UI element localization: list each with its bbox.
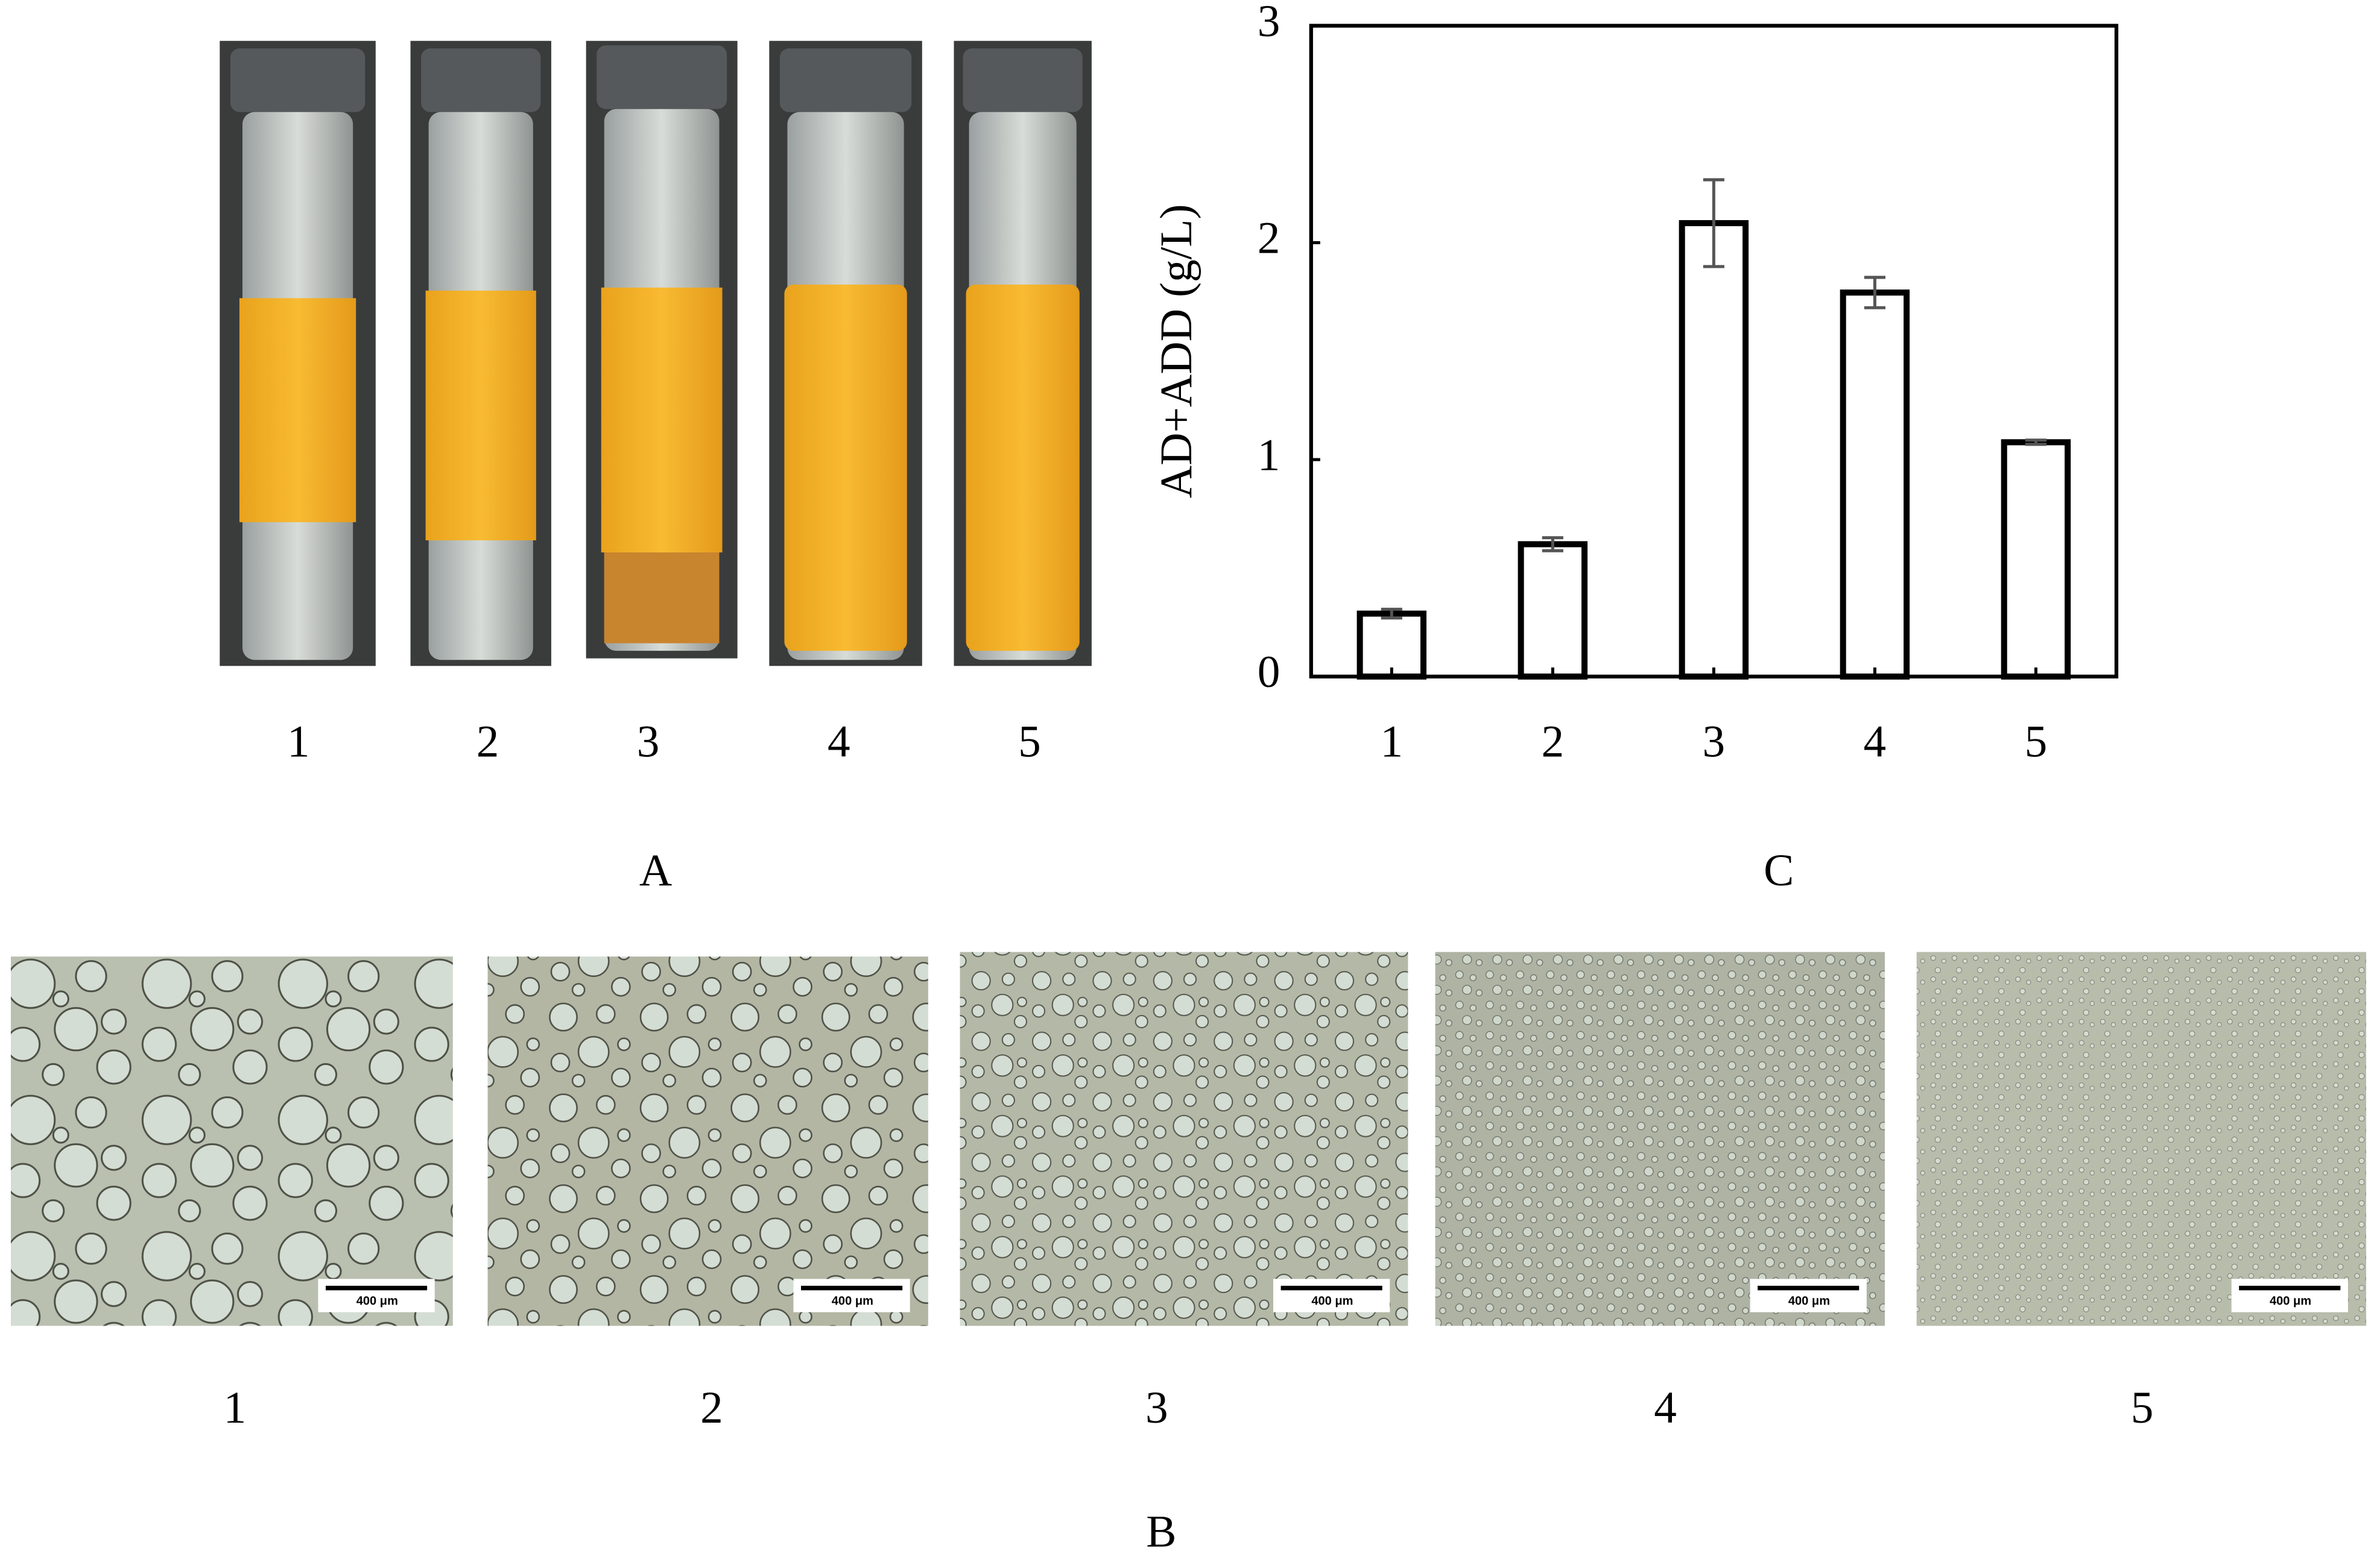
panel-label: C [1764, 846, 1794, 896]
micrograph [11, 956, 453, 1326]
scale-bar-label: 400 μm [1788, 1295, 1830, 1308]
y-axis-label: AD+ADD (g/L) [1151, 204, 1201, 498]
vial [954, 40, 1092, 666]
y-tick-label: 0 [1258, 647, 1280, 697]
micrograph-label: 5 [2131, 1383, 2154, 1433]
vial-label: 3 [637, 717, 660, 767]
micrograph-label: 4 [1654, 1383, 1677, 1433]
bar [1518, 541, 1588, 680]
vial-label: 2 [476, 717, 499, 767]
scale-bar-label: 400 μm [356, 1295, 398, 1308]
micrograph-label: 1 [224, 1383, 247, 1433]
micrograph-label: 3 [1145, 1383, 1168, 1433]
y-tick-label: 2 [1258, 213, 1280, 264]
x-tick-label: 1 [1380, 717, 1403, 767]
bar [1679, 220, 1749, 680]
vial [586, 40, 738, 659]
scale-bar-box [1750, 1279, 1867, 1312]
panel-label: B [1146, 1507, 1176, 1557]
scale-bar-label: 400 μm [1311, 1295, 1353, 1308]
micrograph [1916, 952, 2367, 1326]
micrograph [487, 956, 928, 1326]
micrograph [1435, 952, 1885, 1326]
scale-bar-box [1273, 1279, 1390, 1312]
y-tick-label: 3 [1258, 0, 1280, 46]
error-bar [2025, 438, 2046, 446]
scale-bar-box [2231, 1279, 2348, 1312]
error-bar [1542, 536, 1563, 552]
scale-bar-label: 400 μm [832, 1295, 873, 1308]
vial [769, 40, 922, 666]
vial-photos [220, 40, 1092, 666]
vial-label: 1 [287, 717, 310, 767]
bar [1840, 289, 1910, 680]
vial [410, 40, 551, 666]
plot-frame [1309, 24, 2119, 678]
error-bar [1703, 178, 1724, 268]
micrographs [11, 952, 2367, 1326]
scale-bar-box [318, 1279, 435, 1312]
vial [220, 40, 376, 666]
bar [2001, 439, 2071, 680]
vial-label: 5 [1018, 717, 1041, 767]
scale-bar-label: 400 μm [2270, 1295, 2311, 1308]
x-tick-label: 3 [1703, 717, 1726, 767]
error-bar [1381, 607, 1402, 620]
scale-bar-box [793, 1279, 910, 1312]
panel-label: A [639, 846, 672, 896]
vial-label: 4 [828, 717, 850, 767]
x-tick-label: 2 [1542, 717, 1565, 767]
x-tick-label: 4 [1864, 717, 1887, 767]
bar [1356, 610, 1427, 680]
y-tick-label: 1 [1258, 430, 1280, 480]
micrograph [960, 952, 1408, 1326]
x-tick-label: 5 [2025, 717, 2048, 767]
micrograph-label: 2 [700, 1383, 723, 1433]
error-bar [1864, 276, 1885, 309]
